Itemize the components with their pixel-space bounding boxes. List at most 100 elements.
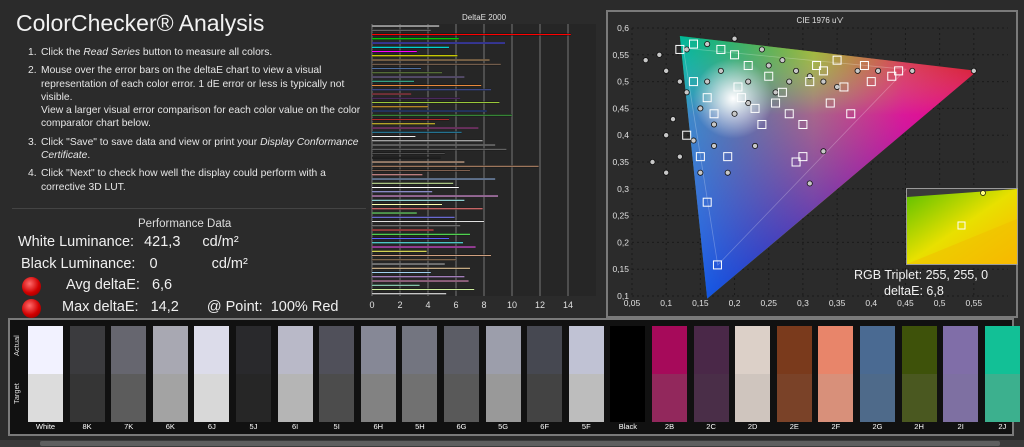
swatch-2d[interactable] [735,326,771,422]
swatch-white[interactable] [28,326,63,422]
x-tick-label: 2 [397,300,402,310]
max-deltae-value: 14,2 [150,299,179,315]
target-point [730,50,740,60]
measured-point [731,110,738,117]
swatch-2g[interactable] [860,326,895,422]
target-point [689,77,699,87]
deltae-bar [372,135,416,138]
deltae-bar [372,195,498,197]
deltae-bar [372,25,440,27]
swatch-label: 2G [872,422,883,431]
swatch-label: 7K [124,422,134,431]
horizontal-scrollbar[interactable] [0,440,1024,447]
swatch-target [28,374,63,422]
target-point [832,55,842,65]
swatch-label: 5I [333,422,340,431]
deltae-bar [372,271,431,274]
deltae-bar [372,93,412,95]
x-tick-label: 14 [563,300,573,310]
swatch-5h[interactable] [402,326,438,422]
instruction-text: View a larger visual error comparison fo… [41,105,361,130]
measured-point [649,158,656,165]
swatch-6j[interactable] [194,326,230,422]
swatch-5i[interactable] [319,326,355,422]
swatch-2f[interactable] [818,326,854,422]
swatch-actual [28,326,63,374]
measured-point [683,46,690,53]
swatch-6f[interactable] [527,326,563,422]
measured-point [834,83,841,90]
target-point [689,39,699,49]
swatch-target [860,374,895,422]
swatch-2h[interactable] [901,326,937,422]
deltae-bar [372,148,507,150]
chart-title: CIE 1976 u'v' [796,16,844,25]
swatch-5j[interactable] [236,326,271,422]
deltae-bar [372,157,441,159]
swatch-2j[interactable] [984,326,1020,422]
measured-point [690,137,697,144]
measured-point [820,78,827,85]
measured-point [676,153,683,160]
deltae-bar [372,144,496,146]
swatch-6k[interactable] [152,326,188,422]
swatch-2e[interactable] [776,326,812,422]
swatch-target [402,374,438,422]
swatch-6i[interactable] [277,326,313,422]
swatch-target [693,374,729,422]
swatch-2i[interactable] [943,326,979,422]
instruction-number: 2. [28,65,37,77]
swatch-target [735,374,771,422]
swatch-label: 6G [456,422,467,431]
measured-point [745,100,752,107]
target-point [723,152,733,162]
deltae-bar [372,220,484,223]
deltae-bar [372,174,423,176]
deltae-bar [372,106,428,108]
swatch-5f[interactable] [568,326,604,422]
x-tick-label: 0,15 [692,298,709,308]
deltae-chart: 0 2 4 6 8 10 12 14 DeltaE 2000 [369,13,596,310]
swatch-actual [236,326,271,374]
deltae-bar [372,131,462,133]
swatch-actual [984,326,1020,374]
deltae-bar [372,118,449,121]
deltae-bar [372,250,427,252]
swatch-black[interactable] [610,326,646,422]
target-point [805,77,815,87]
target-point [846,109,856,119]
swatch-label: 5J [249,422,258,431]
target-point [777,87,787,97]
swatch-8k[interactable] [69,326,105,422]
swatch-5g[interactable] [485,326,521,422]
swatch-2b[interactable] [652,326,687,422]
target-point [859,61,869,71]
swatch-target [610,374,646,422]
swatch-2c[interactable] [693,326,729,422]
target-point [784,109,794,119]
swatch-target [568,374,604,422]
cie-chart[interactable]: 0,05 0,1 0,15 0,2 0,25 0,3 0,35 0,4 0,45 0,5 0,550… [608,12,1016,316]
white-luminance-row: White Luminance: 421,3 cd/m² [18,234,239,250]
x-tick-label: 8 [481,300,486,310]
deltae-bar [372,72,442,74]
avg-deltae-value: 6,6 [151,277,173,293]
swatch-actual [194,326,230,374]
target-point [798,152,808,162]
deltae-bar [372,284,420,286]
swatch-actual [943,326,979,374]
target-point [887,71,897,81]
cie-chart-panel: 0,05 0,1 0,15 0,2 0,25 0,3 0,35 0,4 0,45 0,5 0,55 0… [606,10,1018,318]
y-tick-label: 0,1 [617,291,629,301]
deltae-bar [372,233,470,235]
avg-deltae-indicator-icon [22,277,41,296]
scrollbar-thumb[interactable] [40,441,1000,446]
swatch-6h[interactable] [360,326,396,422]
swatch-6g[interactable] [444,326,479,422]
swatch-label: 5H [415,422,425,431]
x-tick-label: 0,05 [624,298,641,308]
target-gamut [682,47,907,266]
swatch-target [984,374,1020,422]
swatch-7k[interactable] [111,326,147,422]
rgb-triplet-readout: RGB Triplet: 255, 255, 0 [854,268,988,282]
